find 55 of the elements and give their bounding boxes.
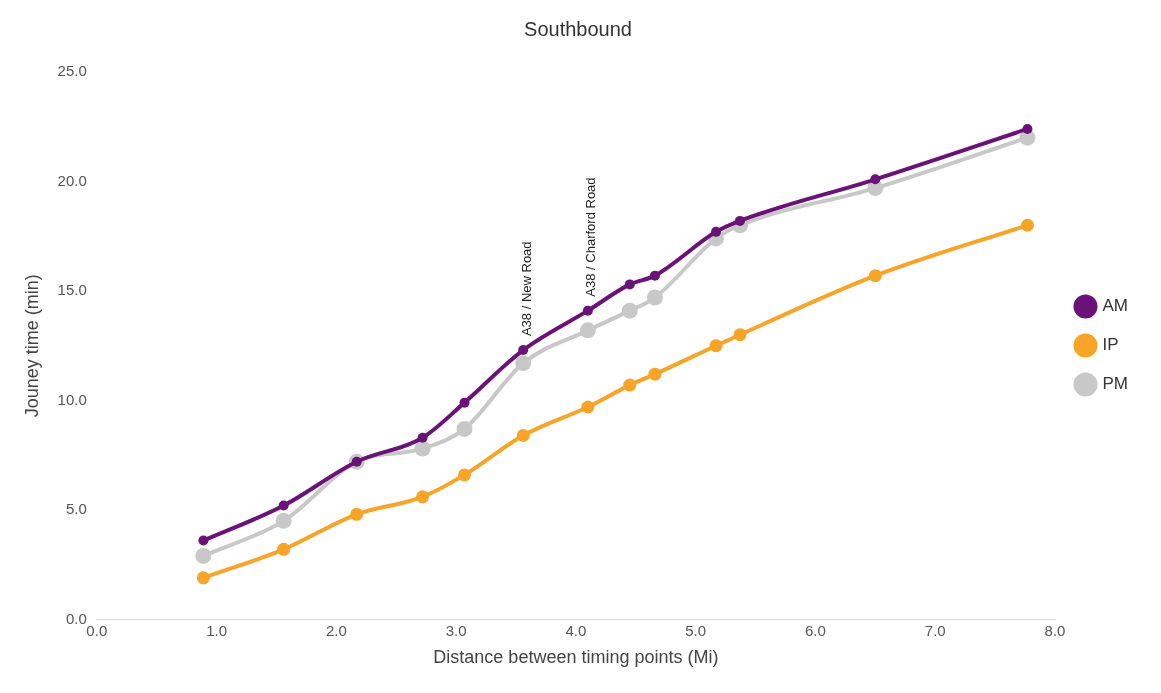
x-tick-label: 6.0 bbox=[805, 621, 826, 639]
x-tick-label: 4.0 bbox=[565, 621, 587, 639]
point bbox=[649, 270, 660, 281]
point bbox=[621, 302, 638, 319]
point bbox=[459, 397, 470, 408]
point bbox=[709, 339, 723, 353]
x-tick-label: 8.0 bbox=[1044, 621, 1066, 639]
point bbox=[277, 542, 291, 556]
point bbox=[648, 367, 662, 381]
y-tick-label: 0.0 bbox=[65, 609, 87, 627]
x-tick-label: 3.0 bbox=[445, 621, 467, 639]
x-tick-label: 0.0 bbox=[86, 621, 108, 639]
point bbox=[868, 269, 882, 283]
legend-label: PM bbox=[1102, 374, 1128, 394]
point bbox=[275, 512, 292, 529]
point bbox=[579, 322, 596, 339]
y-tick-label: 5.0 bbox=[65, 500, 87, 518]
x-tick-label: 2.0 bbox=[325, 621, 347, 639]
point bbox=[1020, 218, 1034, 232]
x-axis-title: Distance between timing points (Mi) bbox=[433, 647, 719, 668]
point bbox=[733, 328, 747, 342]
y-axis-title: Jouney time (min) bbox=[21, 274, 42, 418]
y-tick-label: 15.0 bbox=[57, 281, 87, 299]
point bbox=[350, 507, 364, 521]
y-tick-label: 20.0 bbox=[57, 171, 87, 189]
point bbox=[582, 305, 593, 316]
point bbox=[516, 428, 530, 442]
point bbox=[1022, 123, 1033, 134]
legend-label: IP bbox=[1102, 335, 1119, 355]
point bbox=[195, 547, 212, 564]
legend-label: AM bbox=[1102, 296, 1128, 316]
point bbox=[515, 355, 532, 372]
point bbox=[458, 468, 472, 482]
point bbox=[646, 289, 663, 306]
point bbox=[624, 279, 635, 290]
annotation: A38 / Charford Road bbox=[583, 177, 599, 297]
annotation: A38 / New Road bbox=[518, 241, 534, 337]
point bbox=[518, 345, 529, 356]
point bbox=[416, 490, 430, 504]
point bbox=[623, 378, 637, 392]
point bbox=[870, 174, 881, 185]
point bbox=[456, 420, 473, 437]
point bbox=[711, 226, 722, 237]
point bbox=[278, 500, 289, 511]
point bbox=[196, 571, 210, 585]
x-tick-label: 1.0 bbox=[206, 621, 227, 639]
x-tick-label: 7.0 bbox=[924, 621, 946, 639]
chart-title: Southbound bbox=[524, 17, 632, 40]
point bbox=[581, 400, 595, 414]
x-tick-label: 5.0 bbox=[685, 621, 707, 639]
point bbox=[414, 440, 431, 457]
y-tick-label: 25.0 bbox=[57, 62, 87, 80]
y-tick-label: 10.0 bbox=[57, 390, 87, 408]
point bbox=[417, 432, 428, 443]
point bbox=[198, 535, 209, 546]
